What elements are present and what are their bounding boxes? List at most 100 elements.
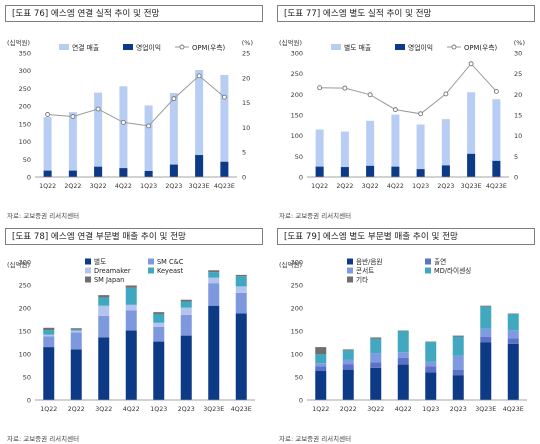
bar-segment-별도 bbox=[98, 337, 110, 400]
bar-연결 매출 bbox=[43, 117, 52, 177]
x-tick-label: 3Q23E bbox=[475, 406, 496, 413]
x-tick-label: 2Q22 bbox=[336, 183, 353, 190]
bar-segment-MD/라이센싱 bbox=[397, 331, 409, 353]
bar-별도 매출 bbox=[366, 120, 375, 177]
x-tick-label: 1Q22 bbox=[311, 183, 328, 190]
bar-영업이익 bbox=[416, 169, 425, 177]
bar-segment-MD/라이센싱 bbox=[315, 354, 327, 364]
chart-title: [도표 78] 에스엠 연결 부문별 매출 추이 및 전망 bbox=[5, 228, 263, 245]
bar-segment-기타 bbox=[315, 347, 327, 354]
bar-segment-Keyeast bbox=[98, 297, 110, 306]
x-tick-label: 4Q23E bbox=[214, 183, 235, 190]
x-tick-label: 2Q23 bbox=[450, 406, 467, 413]
bar-segment-SM Japan bbox=[98, 295, 110, 298]
y-tick-label: 150 bbox=[19, 328, 31, 336]
x-tick-label: 4Q23E bbox=[503, 406, 524, 413]
bar-segment-SM C&C bbox=[235, 292, 247, 314]
legend-label: Dreamaker bbox=[94, 267, 131, 275]
chart-78-svg: (십억원) 0 50 100 150 200 250 300 1Q22 2Q22 3Q22 4Q22 1… bbox=[7, 257, 255, 413]
legend-label: SM C&C bbox=[157, 258, 184, 266]
bar-segment-MD/라이센싱 bbox=[452, 336, 464, 356]
x-tick-label: 1Q22 bbox=[40, 406, 57, 413]
y-tick-label: 250 bbox=[291, 282, 303, 290]
bar-영업이익 bbox=[467, 153, 476, 177]
y2-axis-unit: (%) bbox=[514, 39, 525, 47]
x-tick-label: 1Q22 bbox=[312, 406, 329, 413]
bar-영업이익 bbox=[195, 155, 204, 177]
bar-영업이익 bbox=[315, 166, 324, 177]
bar-segment-별도 bbox=[180, 335, 192, 400]
x-tick-label: 3Q22 bbox=[367, 406, 384, 413]
x-tick-label: 3Q23E bbox=[189, 183, 210, 190]
y-tick-label: 100 bbox=[19, 138, 31, 146]
bar-segment-출연 bbox=[397, 357, 409, 365]
y-tick-label: 300 bbox=[291, 50, 303, 58]
legend-label: 별도 bbox=[94, 257, 106, 266]
y2-tick-label: 5 bbox=[242, 149, 246, 157]
y-tick-label: 150 bbox=[291, 328, 303, 336]
y2-tick-label: 30 bbox=[514, 50, 522, 58]
x-tick-label: 2Q22 bbox=[64, 183, 81, 190]
bar-segment-SM Japan bbox=[153, 312, 165, 314]
x-tick-label: 2Q23 bbox=[178, 406, 195, 413]
legend-swatch bbox=[59, 44, 69, 50]
bar-segment-별도 bbox=[235, 313, 247, 400]
y2-tick-label: 20 bbox=[514, 91, 522, 99]
y2-tick-label: 15 bbox=[242, 99, 250, 107]
bar-segment-Keyeast bbox=[153, 313, 165, 323]
bar-연결 매출 bbox=[68, 112, 77, 177]
legend-swatch bbox=[123, 44, 133, 50]
y2-tick-label: 25 bbox=[242, 50, 250, 58]
bar-연결 매출 bbox=[119, 86, 128, 177]
y-tick-label: 250 bbox=[19, 85, 31, 93]
y-tick-label: 200 bbox=[291, 91, 303, 99]
bar-segment-음반/음원 bbox=[397, 364, 409, 400]
bar-segment-SM Japan bbox=[180, 299, 192, 302]
bar-segment-콘서트 bbox=[452, 355, 464, 370]
legend-label: 연결 매출 bbox=[72, 43, 99, 52]
bar-영업이익 bbox=[366, 165, 375, 177]
bar-별도 매출 bbox=[391, 114, 400, 177]
y2-axis-unit: (%) bbox=[242, 39, 253, 47]
bar-segment-콘서트 bbox=[342, 359, 354, 365]
chart-panel-79: [도표 79] 에스엠 별도 부문별 매출 추이 및 전망 (십억원) 0 50 10… bbox=[277, 228, 537, 443]
opm-point bbox=[95, 106, 101, 112]
opm-line bbox=[47, 75, 225, 127]
bar-segment-음반/음원 bbox=[315, 371, 327, 400]
bar-영업이익 bbox=[43, 170, 52, 177]
bar-segment-별도 bbox=[153, 341, 165, 400]
bar-segment-SM C&C bbox=[208, 283, 220, 306]
bar-segment-콘서트 bbox=[370, 353, 382, 363]
bar-segment-기타 bbox=[370, 337, 382, 339]
bar-segment-SM C&C bbox=[153, 326, 165, 342]
chart-source: 자료: 교보증권 리서치센터 bbox=[279, 212, 352, 220]
bar-segment-Keyeast bbox=[180, 301, 192, 308]
bar-segment-SM Japan bbox=[208, 270, 220, 273]
opm-point bbox=[342, 85, 348, 91]
x-tick-label: 1Q23 bbox=[412, 183, 429, 190]
y-axis-unit: (십억원) bbox=[7, 260, 30, 269]
y2-tick-label: 0 bbox=[514, 174, 518, 182]
opm-point bbox=[196, 73, 202, 79]
legend-swatch bbox=[331, 44, 341, 50]
x-tick-label: 4Q22 bbox=[387, 183, 404, 190]
bar-segment-별도 bbox=[70, 349, 82, 400]
y-axis-unit: (십억원) bbox=[279, 260, 302, 269]
bar-영업이익 bbox=[391, 166, 400, 177]
opm-point bbox=[146, 123, 152, 129]
x-tick-label: 4Q23E bbox=[486, 183, 507, 190]
y-tick-label: 200 bbox=[19, 305, 31, 313]
opm-point bbox=[45, 112, 51, 117]
bar-segment-콘서트 bbox=[397, 352, 409, 358]
bar-segment-Dreamaker bbox=[70, 330, 82, 333]
x-tick-label: 4Q22 bbox=[115, 183, 132, 190]
opm-point bbox=[171, 96, 177, 102]
x-tick-label: 3Q23E bbox=[461, 183, 482, 190]
y2-tick-label: 25 bbox=[514, 70, 522, 78]
bar-segment-MD/라이센싱 bbox=[342, 350, 354, 360]
x-tick-label: 1Q22 bbox=[39, 183, 56, 190]
legend-label: 영업이익 bbox=[136, 43, 161, 52]
bar-segment-콘서트 bbox=[480, 328, 492, 337]
bar-별도 매출 bbox=[441, 119, 450, 177]
bar-영업이익 bbox=[441, 165, 450, 177]
